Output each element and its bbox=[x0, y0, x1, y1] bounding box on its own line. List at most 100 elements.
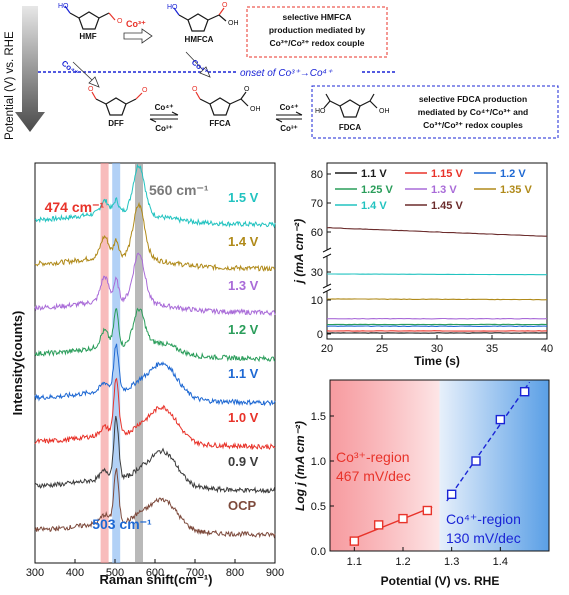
tf-x-tick-label: 1.2 bbox=[395, 556, 410, 568]
fdca-oh-label: OH bbox=[379, 108, 390, 115]
raman-series-line bbox=[34, 377, 276, 451]
co4-slope-label: 130 mV/dec bbox=[446, 530, 521, 546]
ca-legend-label: 1.35 V bbox=[500, 184, 532, 196]
raman-x-tick-label: 900 bbox=[266, 567, 284, 579]
ffca-o2-label: O bbox=[244, 86, 250, 93]
raman-x-tick-label: 600 bbox=[146, 567, 164, 579]
raman-x-label: Raman shift(cm⁻¹) bbox=[99, 572, 212, 587]
ca-legend-label: 1.15 V bbox=[431, 168, 463, 180]
tf-x-tick-label: 1.1 bbox=[347, 556, 362, 568]
hmf-to-hmfca-arrow bbox=[123, 28, 153, 44]
stage3-back-head bbox=[275, 118, 283, 123]
ca-series-line bbox=[326, 298, 548, 301]
co4-left-label: Co⁴⁺ bbox=[60, 59, 80, 78]
ca-x-label: Time (s) bbox=[414, 354, 460, 368]
tf-y-tick-label: 0.5 bbox=[311, 501, 326, 513]
ca-axis-break-mark bbox=[322, 288, 332, 294]
fdca-label: FDCA bbox=[339, 123, 361, 132]
ca-axis-break-mark bbox=[322, 247, 332, 253]
ca-axis-break-mark bbox=[322, 253, 332, 259]
ffca-oh-label: OH bbox=[250, 106, 261, 113]
hmf-ho-label: HO bbox=[58, 3, 69, 10]
ca-y-tick-label: 70 bbox=[311, 198, 323, 210]
ca-y-tick-label: 0 bbox=[317, 329, 323, 341]
ca-legend-label: 1.4 V bbox=[361, 200, 387, 212]
ca-series-line bbox=[327, 273, 547, 276]
box1-line2: production mediated by bbox=[269, 25, 366, 35]
raman-series-line bbox=[34, 201, 276, 272]
ca-series-group bbox=[326, 227, 548, 334]
co3-region-shade bbox=[330, 380, 440, 551]
annotation-474: 474 cm⁻¹ bbox=[45, 199, 105, 215]
hmfca-label: HMFCA bbox=[185, 35, 214, 44]
raman-series-label: 1.3 V bbox=[228, 278, 259, 293]
tf-data-point bbox=[471, 456, 481, 466]
raman-series-label: 0.9 V bbox=[228, 454, 259, 469]
tf-x-tick-label: 1.3 bbox=[444, 556, 459, 568]
raman-x-tick-label: 500 bbox=[106, 567, 124, 579]
raman-chart: 300 400 500 600 700 800 900 1.5 V 1.4 V 1.3 V 1.2… bbox=[10, 162, 284, 587]
annotation-560: 560 cm⁻¹ bbox=[149, 182, 209, 198]
ca-legend-label: 1.1 V bbox=[361, 168, 387, 180]
hmf-to-dff-arrow bbox=[72, 61, 100, 88]
annotation-503: 503 cm⁻¹ bbox=[92, 516, 152, 532]
stage3-bottom-label: Co³⁺ bbox=[280, 124, 298, 133]
raman-frame bbox=[34, 162, 276, 564]
raman-series-label: 1.0 V bbox=[228, 410, 259, 425]
ca-y-tick-label: 30 bbox=[311, 267, 323, 279]
ca-x-tick-label: 35 bbox=[486, 343, 498, 355]
raman-series-line bbox=[34, 343, 276, 407]
dff-o2-label: O bbox=[142, 87, 148, 94]
ffca-o-label: O bbox=[192, 86, 198, 93]
ca-y-tick-label: 10 bbox=[311, 295, 323, 307]
tf-y-tick-label: 1.5 bbox=[311, 411, 326, 423]
box2-line3: Co³⁺/Co²⁺ redox couples bbox=[423, 120, 523, 130]
band-560 bbox=[135, 163, 143, 563]
band-503 bbox=[112, 163, 121, 563]
hmfca-oh-label: OH bbox=[228, 20, 239, 27]
raman-x-ticks: 300 400 500 600 700 800 900 bbox=[26, 559, 284, 579]
dff-label: DFF bbox=[108, 119, 124, 128]
hmfca-info-box bbox=[246, 6, 388, 58]
co3-slope-label: 467 mV/dec bbox=[336, 468, 411, 484]
raman-series-line bbox=[34, 415, 276, 494]
co4-region-label: Co⁴⁺-region bbox=[446, 511, 521, 527]
tf-frame bbox=[329, 379, 550, 552]
ca-x-tick-label: 30 bbox=[431, 343, 443, 355]
tf-series-group bbox=[349, 381, 531, 546]
co3-region-label: Co³⁺-region bbox=[336, 449, 410, 465]
ffca-label: FFCA bbox=[209, 119, 231, 128]
raman-series-line bbox=[34, 252, 276, 317]
ca-legend-label: 1.3 V bbox=[431, 184, 457, 196]
fdca-info-box bbox=[311, 85, 559, 139]
raman-y-label: Intensity(counts) bbox=[10, 311, 25, 416]
raman-series-line bbox=[34, 163, 276, 229]
raman-series-line bbox=[34, 468, 276, 539]
hmfca-molecule bbox=[173, 7, 227, 32]
ca-legend: 1.1 V 1.15 V 1.2 V 1.25 V 1.3 V 1.35 V 1.4 V 1.… bbox=[335, 168, 532, 212]
tf-data-point bbox=[373, 520, 384, 530]
raman-x-tick-label: 700 bbox=[186, 567, 204, 579]
ffca-molecule bbox=[195, 91, 249, 116]
ca-legend-label: 1.2 V bbox=[500, 168, 526, 180]
box2-line2: mediated by Co⁴⁺/Co³⁺ and bbox=[418, 107, 528, 117]
fdca-ho-label: HO bbox=[315, 108, 326, 115]
tf-x-label: Potential (V) vs. RHE bbox=[381, 574, 500, 588]
dff-o1-label: O bbox=[88, 86, 94, 93]
raman-x-tick-label: 300 bbox=[26, 567, 44, 579]
raman-series-label: 1.4 V bbox=[228, 234, 259, 249]
reaction-scheme: Potential (V) vs. RHE O HO HMF Co³⁺ O OH… bbox=[4, 2, 559, 140]
tf-y-tick-label: 0.0 bbox=[311, 546, 326, 558]
stage3-forward-head bbox=[295, 111, 303, 116]
ca-x-tick-label: 25 bbox=[376, 343, 388, 355]
ca-legend-label: 1.25 V bbox=[361, 184, 393, 196]
ca-y-tick-label: 80 bbox=[311, 169, 323, 181]
raman-series-label: 1.1 V bbox=[228, 366, 259, 381]
tf-x-tick-label: 1.4 bbox=[493, 556, 508, 568]
tf-fit-line bbox=[446, 381, 531, 502]
hmf-label: HMF bbox=[79, 32, 96, 41]
tf-data-point bbox=[446, 489, 457, 499]
tf-data-point bbox=[422, 505, 433, 516]
